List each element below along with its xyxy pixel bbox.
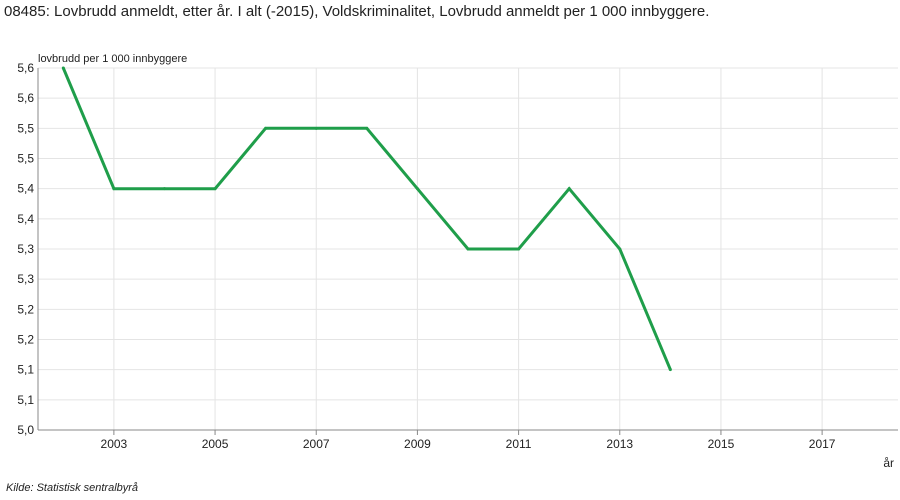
y-axis-label: lovbrudd per 1 000 innbyggere: [38, 53, 188, 65]
data-point: [264, 126, 268, 130]
x-tick-label: 2015: [708, 437, 735, 451]
x-tick-label: 2013: [606, 437, 633, 451]
data-point: [618, 247, 622, 251]
data-point: [112, 187, 116, 191]
y-tick-label: 5,6: [17, 91, 34, 105]
y-tick-label: 5,5: [17, 152, 34, 166]
y-tick-label: 5,6: [17, 61, 34, 75]
x-axis: 2003 2005 2007 2009 2011 2013 2015 2017: [101, 430, 836, 451]
data-point: [162, 187, 166, 191]
x-tick-label: 2007: [303, 437, 330, 451]
data-point: [668, 368, 672, 372]
x-tick-label: 2009: [404, 437, 431, 451]
y-tick-label: 5,1: [17, 363, 34, 377]
y-tick-label: 5,3: [17, 272, 34, 286]
x-tick-label: 2011: [506, 437, 532, 451]
y-tick-label: 5,0: [17, 423, 34, 437]
y-tick-label: 5,1: [17, 393, 34, 407]
y-tick-label: 5,2: [17, 333, 34, 347]
data-point: [61, 66, 65, 70]
y-tick-label: 5,4: [17, 212, 34, 226]
source-note: Kilde: Statistisk sentralbyrå: [6, 482, 139, 494]
data-point: [314, 126, 318, 130]
data-point: [415, 187, 419, 191]
y-tick-label: 5,3: [17, 242, 34, 256]
data-point: [517, 247, 521, 251]
y-axis: 5,0 5,1 5,1 5,2 5,2 5,3 5,3 5,4 5,4 5,5 5,5 5,6 5,6: [17, 61, 34, 437]
x-tick-label: 2005: [202, 437, 229, 451]
y-tick-label: 5,4: [17, 182, 34, 196]
x-axis-label: år: [883, 456, 894, 470]
y-tick-label: 5,5: [17, 121, 34, 135]
data-point: [213, 187, 217, 191]
x-tick-label: 2017: [809, 437, 836, 451]
x-tick-label: 2003: [101, 437, 128, 451]
data-point: [567, 187, 571, 191]
data-point: [466, 247, 470, 251]
y-tick-label: 5,2: [17, 302, 34, 316]
chart-title: 08485: Lovbrudd anmeldt, etter år. I alt…: [4, 3, 710, 20]
data-point: [365, 126, 369, 130]
series: [61, 66, 672, 372]
